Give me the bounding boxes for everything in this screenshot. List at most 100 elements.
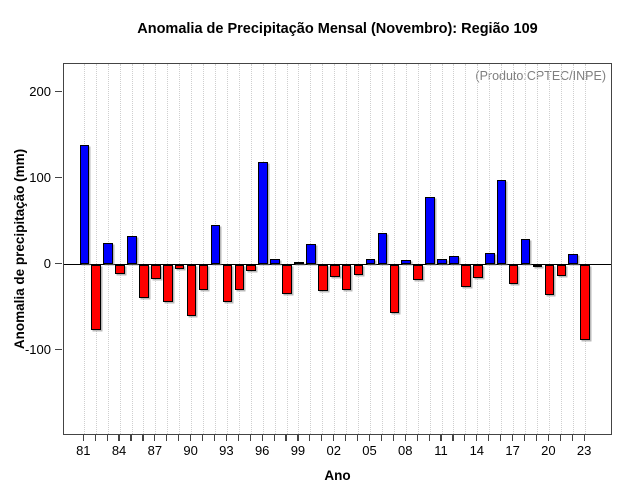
grid-line-2019 <box>536 64 538 434</box>
bar-1992 <box>210 225 221 265</box>
grid-line-2009 <box>417 64 419 434</box>
grid-line-2001 <box>322 64 324 434</box>
x-tick-2005 <box>368 435 371 441</box>
grid-line-1989 <box>179 64 181 434</box>
x-axis-title: Ano <box>324 468 351 483</box>
chart-title: Anomalia de Precipitação Mensal (Novembr… <box>137 21 538 37</box>
x-tick-1993 <box>225 435 227 441</box>
bar-2008 <box>401 260 412 265</box>
x-tick-2013 <box>464 435 466 441</box>
bar-1999 <box>294 261 304 265</box>
bar-2023 <box>580 264 590 340</box>
x-tick-2006 <box>380 435 382 441</box>
grid-line-1998 <box>286 64 288 434</box>
x-tick-2003 <box>345 435 347 441</box>
x-tick-1989 <box>178 435 180 441</box>
x-tick-2000 <box>309 435 311 441</box>
x-tick-1984 <box>118 435 120 441</box>
grid-line-2013 <box>465 64 467 434</box>
x-tick-1998 <box>285 435 287 441</box>
grid-line-1999 <box>298 64 300 434</box>
x-tick-1999 <box>297 435 299 441</box>
x-tick-1981 <box>82 435 84 441</box>
x-tick-1990 <box>190 435 192 441</box>
bar-2011 <box>437 259 447 265</box>
bar-1998 <box>282 264 292 294</box>
grid-line-2002 <box>334 64 336 434</box>
bar-1988 <box>162 264 173 303</box>
bar-2006 <box>377 232 388 265</box>
x-tick-1996 <box>261 435 263 441</box>
x-tick-label-99: 99 <box>290 443 306 458</box>
grid-line-2022 <box>572 64 574 434</box>
bar-1996 <box>258 161 268 265</box>
plot-area <box>63 63 612 435</box>
bar-2010 <box>425 196 435 265</box>
x-tick-1992 <box>213 435 216 441</box>
grid-line-2014 <box>477 64 479 434</box>
x-tick-2020 <box>547 435 549 441</box>
x-tick-1988 <box>166 435 168 441</box>
y-tick-label--100: -100 <box>24 341 51 357</box>
bar-2007 <box>389 264 400 313</box>
grid-line-2023 <box>584 64 586 434</box>
grid-line-2012 <box>453 64 455 434</box>
x-tick-label-17: 17 <box>505 443 520 458</box>
grid-line-2004 <box>358 64 360 434</box>
bar-2018 <box>520 238 531 265</box>
bar-2015 <box>484 253 495 265</box>
x-tick-1986 <box>142 435 144 441</box>
bar-1993 <box>222 264 233 303</box>
grid-line-1984 <box>119 64 121 434</box>
bar-1983 <box>103 243 113 265</box>
x-tick-label-87: 87 <box>147 443 163 458</box>
grid-line-1993 <box>226 64 228 434</box>
x-tick-2002 <box>333 435 335 441</box>
bar-1995 <box>246 264 257 272</box>
grid-line-1988 <box>167 64 169 434</box>
grid-line-2020 <box>548 64 550 434</box>
bar-2021 <box>556 264 567 276</box>
y-tick-0 <box>55 262 62 265</box>
bar-2020 <box>544 264 555 295</box>
bar-2004 <box>353 264 364 275</box>
x-tick-label-05: 05 <box>362 443 377 458</box>
bar-1984 <box>115 264 125 274</box>
x-tick-label-23: 23 <box>576 443 592 458</box>
y-tick-100 <box>55 177 62 179</box>
x-tick-2001 <box>321 435 323 441</box>
x-tick-label-96: 96 <box>254 443 270 458</box>
grid-line-1986 <box>143 64 145 434</box>
x-tick-label-11: 11 <box>434 443 448 458</box>
x-tick-2007 <box>392 435 394 441</box>
y-tick-label-200: 200 <box>29 84 51 100</box>
x-tick-2010 <box>428 435 430 441</box>
x-tick-2018 <box>523 435 526 441</box>
x-tick-label-14: 14 <box>469 443 485 458</box>
x-tick-label-81: 81 <box>76 443 91 458</box>
x-tick-1985 <box>130 435 132 441</box>
grid-line-1987 <box>155 64 157 434</box>
grid-line-2008 <box>405 64 407 434</box>
bar-2012 <box>449 255 459 265</box>
x-tick-1982 <box>94 435 96 441</box>
y-tick-200 <box>55 91 62 93</box>
grid-line-1995 <box>250 64 252 434</box>
bar-1989 <box>174 264 185 269</box>
bar-2019 <box>532 264 543 268</box>
grid-line-2021 <box>560 64 562 434</box>
grid-line-2003 <box>346 64 348 434</box>
x-tick-2017 <box>512 435 514 441</box>
x-tick-2012 <box>452 435 454 441</box>
y-tick--100 <box>55 348 62 350</box>
y-tick-label-0: 0 <box>43 256 51 271</box>
bar-2009 <box>413 264 423 280</box>
x-tick-1995 <box>249 435 251 441</box>
bar-2000 <box>306 243 316 265</box>
bar-2013 <box>461 264 471 287</box>
bar-2017 <box>508 264 519 285</box>
x-tick-2009 <box>416 435 418 441</box>
grid-line-2007 <box>393 64 395 434</box>
x-tick-label-93: 93 <box>219 443 234 458</box>
x-tick-label-84: 84 <box>111 443 127 458</box>
